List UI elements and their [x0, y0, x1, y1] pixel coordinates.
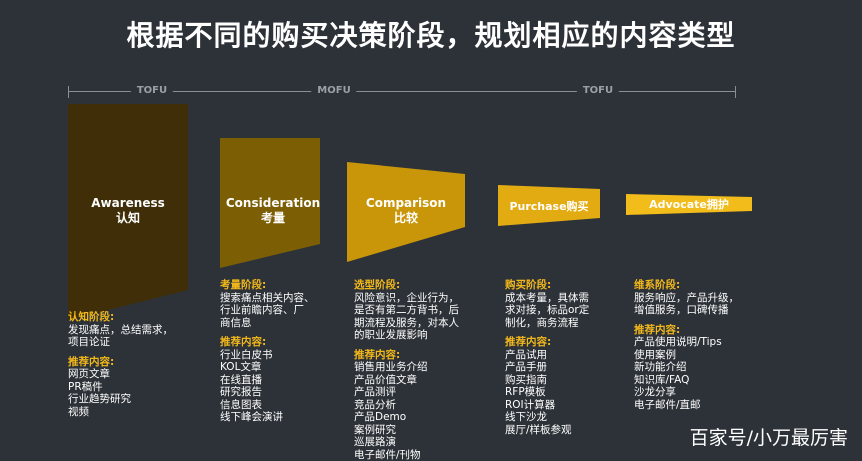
rec-heading: 推荐内容: — [634, 324, 774, 337]
rec-item: 线下沙龙 — [505, 411, 620, 424]
stage-text: 商信息 — [220, 317, 340, 330]
column-comparison: 选型阶段: 风险意识，企业行为， 是否有第二方背书，后 期流程及服务，对本人 的… — [354, 279, 484, 461]
stage-heading: 选型阶段: — [354, 279, 484, 292]
stage-text: 求对接，标品or定 — [505, 304, 620, 317]
rec-item: 使用案例 — [634, 349, 774, 362]
rec-item: 产品价值文章 — [354, 374, 484, 387]
rec-item: 视频 — [68, 406, 208, 419]
column-purchase: 购买阶段: 成本考量，具体需 求对接，标品or定 制化，商务流程 推荐内容: 产… — [505, 279, 620, 436]
rec-item: 行业白皮书 — [220, 349, 340, 362]
rec-item: 研究报告 — [220, 386, 340, 399]
rec-item: 产品测评 — [354, 386, 484, 399]
rec-heading: 推荐内容: — [354, 349, 484, 362]
stage-heading: 考量阶段: — [220, 279, 340, 292]
rec-item: 网页文章 — [68, 368, 208, 381]
rec-item: 沙龙分享 — [634, 386, 774, 399]
rec-item: 电子邮件/直邮 — [634, 399, 774, 412]
rec-item: 产品使用说明/Tips — [634, 336, 774, 349]
stage-text: 是否有第二方背书，后 — [354, 304, 484, 317]
rec-item: 销售用业务介绍 — [354, 361, 484, 374]
rec-item: 线下峰会演讲 — [220, 411, 340, 424]
rec-item: 产品试用 — [505, 349, 620, 362]
column-advocate: 维系阶段: 服务响应，产品升级， 增值服务，口碑传播 推荐内容: 产品使用说明/… — [634, 279, 774, 411]
rec-item: KOL文章 — [220, 361, 340, 374]
stage-text: 成本考量，具体需 — [505, 292, 620, 305]
rec-heading: 推荐内容: — [505, 336, 620, 349]
rec-item: 竞品分析 — [354, 399, 484, 412]
rec-heading: 推荐内容: — [68, 356, 208, 369]
stage-heading: 认知阶段: — [68, 311, 208, 324]
stage-text: 的职业发展影响 — [354, 329, 484, 342]
rec-item: 产品Demo — [354, 411, 484, 424]
stage-text: 行业前瞻内容、厂 — [220, 304, 340, 317]
stage-text: 制化，商务流程 — [505, 317, 620, 330]
segment-label-comparison: Comparison 比较 — [347, 196, 465, 226]
rec-item: PR稿件 — [68, 381, 208, 394]
rec-item: 在线直播 — [220, 374, 340, 387]
rec-heading: 推荐内容: — [220, 336, 340, 349]
rec-item: 电子邮件/刊物 — [354, 449, 484, 461]
stage-heading: 购买阶段: — [505, 279, 620, 292]
stage-heading: 维系阶段: — [634, 279, 774, 292]
rec-item: ROI计算器 — [505, 399, 620, 412]
stage-text: 搜索痛点相关内容、 — [220, 292, 340, 305]
rec-item: 行业趋势研究 — [68, 393, 208, 406]
segment-label-awareness: Awareness 认知 — [68, 196, 188, 226]
rec-item: RFP模板 — [505, 386, 620, 399]
column-consideration: 考量阶段: 搜索痛点相关内容、 行业前瞻内容、厂 商信息 推荐内容: 行业白皮书… — [220, 279, 340, 424]
stage-text: 服务响应，产品升级， — [634, 292, 774, 305]
rec-item: 购买指南 — [505, 374, 620, 387]
segment-label-purchase: Purchase购买 — [498, 200, 600, 214]
segment-label-consideration: Consideration 考量 — [220, 196, 326, 226]
rec-item: 信息图表 — [220, 399, 340, 412]
rec-item: 展厅/样板参观 — [505, 424, 620, 437]
stage-text: 项目论证 — [68, 336, 208, 349]
segment-label-advocate: Advocate拥护 — [626, 198, 752, 212]
stage-text: 风险意识，企业行为， — [354, 292, 484, 305]
rec-item: 产品手册 — [505, 361, 620, 374]
stage-text: 期流程及服务，对本人 — [354, 317, 484, 330]
rec-item: 巡展路演 — [354, 436, 484, 449]
rec-item: 知识库/FAQ — [634, 374, 774, 387]
source-watermark: 百家号/小万最厉害 — [690, 423, 848, 450]
stage-text: 发现痛点，总结需求， — [68, 324, 208, 337]
rec-item: 新功能介绍 — [634, 361, 774, 374]
rec-item: 案例研究 — [354, 424, 484, 437]
stage-text: 增值服务，口碑传播 — [634, 304, 774, 317]
column-awareness: 认知阶段: 发现痛点，总结需求， 项目论证 推荐内容: 网页文章 PR稿件 行业… — [68, 311, 208, 418]
